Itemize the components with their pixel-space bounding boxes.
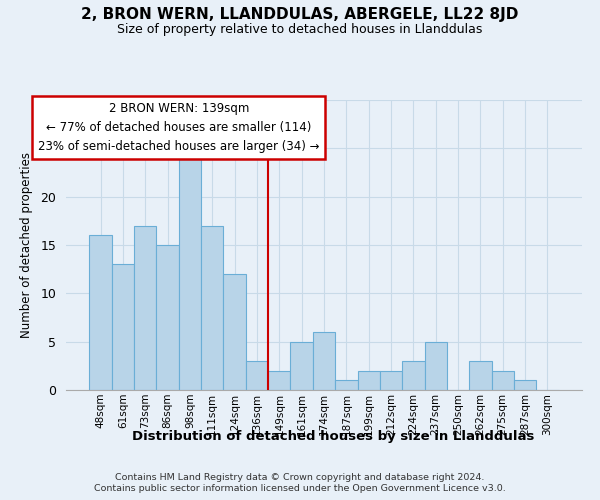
- Bar: [290, 342, 313, 390]
- Text: Contains HM Land Registry data © Crown copyright and database right 2024.: Contains HM Land Registry data © Crown c…: [115, 472, 485, 482]
- Bar: [425, 342, 447, 390]
- Text: 2 BRON WERN: 139sqm
← 77% of detached houses are smaller (114)
23% of semi-detac: 2 BRON WERN: 139sqm ← 77% of detached ho…: [38, 102, 320, 153]
- Text: Size of property relative to detached houses in Llanddulas: Size of property relative to detached ho…: [118, 22, 482, 36]
- Bar: [469, 361, 491, 390]
- Text: Distribution of detached houses by size in Llanddulas: Distribution of detached houses by size …: [132, 430, 534, 443]
- Bar: [157, 245, 179, 390]
- Bar: [313, 332, 335, 390]
- Bar: [335, 380, 358, 390]
- Bar: [358, 370, 380, 390]
- Bar: [89, 236, 112, 390]
- Text: Contains public sector information licensed under the Open Government Licence v3: Contains public sector information licen…: [94, 484, 506, 493]
- Bar: [134, 226, 157, 390]
- Bar: [380, 370, 402, 390]
- Text: 2, BRON WERN, LLANDDULAS, ABERGELE, LL22 8JD: 2, BRON WERN, LLANDDULAS, ABERGELE, LL22…: [82, 8, 518, 22]
- Bar: [246, 361, 268, 390]
- Bar: [179, 158, 201, 390]
- Bar: [402, 361, 425, 390]
- Bar: [112, 264, 134, 390]
- Bar: [223, 274, 246, 390]
- Bar: [201, 226, 223, 390]
- Bar: [514, 380, 536, 390]
- Bar: [491, 370, 514, 390]
- Y-axis label: Number of detached properties: Number of detached properties: [20, 152, 34, 338]
- Bar: [268, 370, 290, 390]
